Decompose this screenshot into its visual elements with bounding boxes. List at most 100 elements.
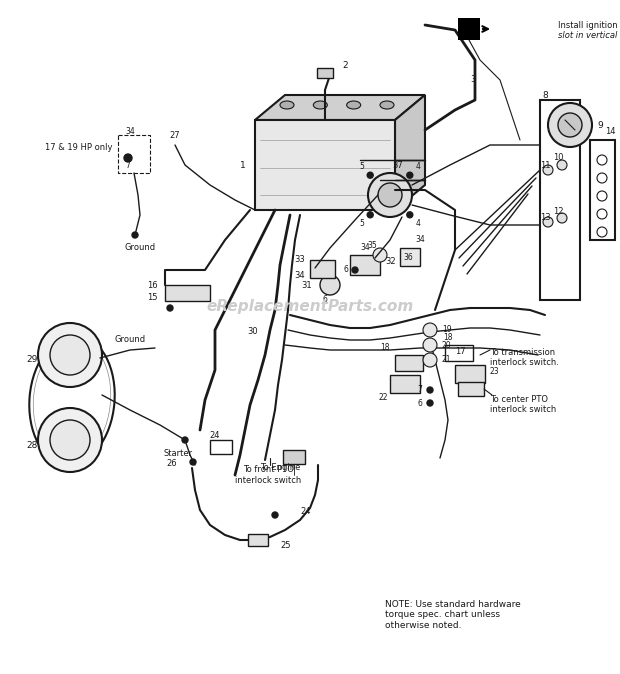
Bar	[255, 120, 395, 210]
Bar	[390, 375, 420, 393]
Ellipse shape	[380, 101, 394, 109]
Circle shape	[167, 305, 173, 311]
Text: 7: 7	[126, 160, 130, 169]
Bar	[210, 440, 232, 454]
Bar	[445, 345, 473, 361]
Text: 4: 4	[416, 162, 421, 171]
Text: 12: 12	[553, 208, 563, 216]
Bar	[400, 248, 420, 266]
Text: 28: 28	[27, 441, 38, 450]
Circle shape	[423, 323, 437, 337]
Text: To transmission
interlock switch.: To transmission interlock switch.	[490, 348, 559, 367]
Polygon shape	[255, 95, 425, 120]
Circle shape	[427, 387, 433, 393]
Text: 13: 13	[539, 214, 551, 222]
Text: 33: 33	[294, 255, 305, 264]
Text: 37: 37	[392, 160, 404, 169]
Text: 10: 10	[553, 154, 563, 162]
Text: 24: 24	[210, 431, 220, 439]
Text: 34: 34	[360, 243, 370, 253]
Circle shape	[423, 353, 437, 367]
Bar	[458, 382, 484, 396]
Bar	[590, 140, 615, 240]
Text: 18: 18	[381, 344, 390, 353]
Bar	[455, 365, 485, 383]
Bar	[540, 100, 580, 300]
Text: Ground: Ground	[115, 336, 146, 344]
Circle shape	[557, 213, 567, 223]
Bar	[248, 534, 268, 546]
Text: 11: 11	[540, 160, 551, 169]
Text: slot in vertical position.: slot in vertical position.	[558, 32, 620, 40]
Text: 6: 6	[417, 398, 422, 408]
Circle shape	[378, 183, 402, 207]
Circle shape	[427, 400, 433, 406]
Text: 23: 23	[490, 367, 500, 377]
Text: 19: 19	[442, 326, 451, 334]
Circle shape	[548, 103, 592, 147]
Text: Starter: Starter	[164, 448, 193, 458]
Text: 30: 30	[247, 328, 258, 336]
Circle shape	[38, 323, 102, 387]
Circle shape	[368, 173, 412, 217]
Text: 20: 20	[442, 340, 451, 350]
Text: 21: 21	[442, 355, 451, 365]
Ellipse shape	[313, 101, 327, 109]
Text: 17: 17	[454, 348, 466, 357]
Text: To front PTO
interlock switch: To front PTO interlock switch	[235, 465, 301, 485]
Text: 36: 36	[403, 253, 413, 262]
Text: 9: 9	[597, 121, 603, 129]
Circle shape	[558, 113, 582, 137]
Text: 25: 25	[280, 541, 291, 549]
Text: To center PTO
interlock switch: To center PTO interlock switch	[490, 395, 556, 415]
Text: 34: 34	[415, 235, 425, 245]
Text: eReplacementParts.com: eReplacementParts.com	[206, 299, 414, 315]
Bar	[458, 18, 480, 40]
Text: 15: 15	[148, 293, 158, 303]
Text: 34: 34	[294, 270, 305, 280]
Text: 16: 16	[148, 280, 158, 290]
Text: NOTE: Use standard hardware
torque spec. chart unless
otherwise noted.: NOTE: Use standard hardware torque spec.…	[385, 600, 521, 630]
Text: 27: 27	[170, 131, 180, 140]
Circle shape	[407, 172, 413, 178]
Text: 35: 35	[367, 241, 377, 249]
Text: 5: 5	[359, 162, 364, 171]
Circle shape	[50, 420, 90, 460]
Circle shape	[50, 335, 90, 375]
Text: 2: 2	[342, 61, 348, 69]
Circle shape	[320, 275, 340, 295]
Circle shape	[557, 160, 567, 170]
Text: 3: 3	[470, 75, 476, 84]
Text: 4: 4	[416, 219, 421, 228]
Bar	[317, 68, 333, 78]
Text: Ground: Ground	[125, 243, 156, 253]
Text: 32: 32	[385, 257, 396, 266]
Circle shape	[543, 165, 553, 175]
Text: 29: 29	[27, 355, 38, 365]
Text: 26: 26	[167, 458, 177, 468]
Text: 8: 8	[542, 90, 547, 100]
Bar	[165, 285, 210, 301]
Circle shape	[182, 437, 188, 443]
Circle shape	[272, 512, 278, 518]
Circle shape	[124, 154, 132, 162]
Circle shape	[367, 172, 373, 178]
Text: 7: 7	[417, 386, 422, 394]
Text: C: C	[464, 22, 474, 36]
Text: To Engine: To Engine	[260, 464, 300, 472]
Circle shape	[407, 212, 413, 218]
Text: 17 & 19 HP only: 17 & 19 HP only	[45, 144, 112, 152]
Circle shape	[352, 267, 358, 273]
Circle shape	[190, 459, 196, 465]
Ellipse shape	[280, 101, 294, 109]
Text: Install ignition with key: Install ignition with key	[558, 22, 620, 30]
Circle shape	[543, 217, 553, 227]
Text: 31: 31	[301, 280, 312, 290]
Bar	[283, 450, 305, 464]
Polygon shape	[395, 95, 425, 210]
Text: 1: 1	[240, 160, 246, 169]
Circle shape	[373, 248, 387, 262]
Bar	[118, 135, 150, 173]
Text: 6: 6	[343, 266, 348, 274]
Text: 6: 6	[322, 295, 327, 303]
